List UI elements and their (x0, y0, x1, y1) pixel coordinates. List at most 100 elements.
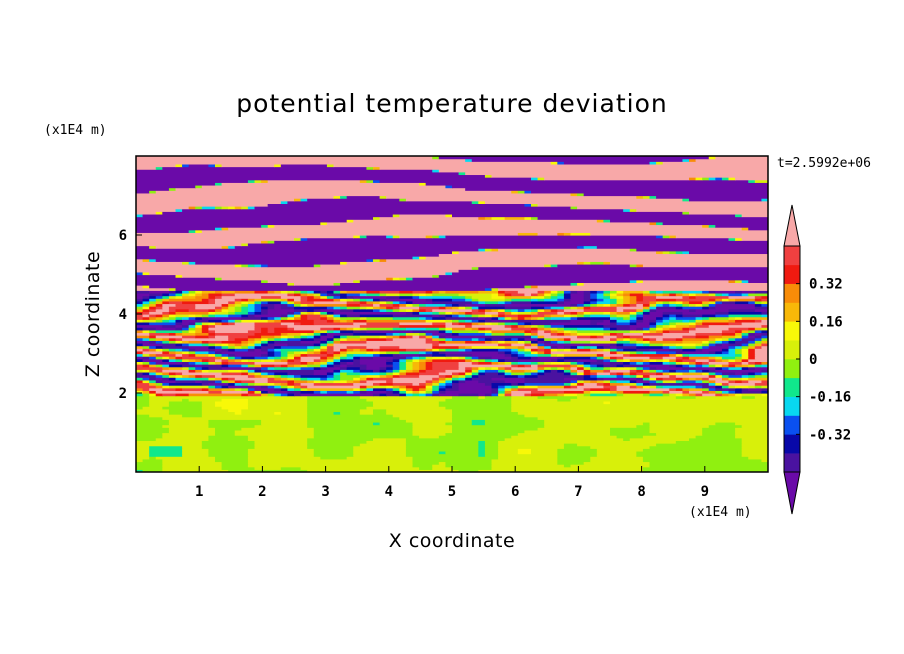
contour-cell (616, 292, 624, 297)
contour-cell (142, 298, 150, 302)
contour-cell (471, 319, 479, 323)
contour-cell (484, 300, 499, 305)
contour-cell (399, 335, 407, 339)
contour-cell (175, 324, 183, 328)
contour-cell (254, 369, 262, 373)
contour-cell (649, 429, 703, 434)
contour-cell (735, 345, 743, 349)
contour-cell (412, 456, 499, 460)
contour-cell (340, 356, 348, 360)
contour-cell (590, 371, 598, 376)
contour-cell (675, 321, 690, 326)
contour-cell (590, 292, 598, 297)
contour-cell (149, 190, 157, 194)
contour-cell (682, 198, 690, 202)
contour-cell (735, 429, 768, 434)
contour-cell (379, 306, 387, 310)
contour-cell (524, 324, 532, 328)
x-tick-label: 2 (258, 484, 266, 500)
contour-cell (346, 261, 578, 265)
contour-cell (636, 327, 644, 331)
contour-cell (188, 261, 196, 265)
contour-cell (340, 335, 348, 339)
contour-cell (241, 314, 249, 318)
contour-cell (340, 350, 348, 355)
contour-cell (307, 411, 335, 415)
contour-cell (583, 366, 591, 370)
contour-cell (484, 382, 493, 386)
contour-cell (669, 321, 677, 326)
contour-cell (353, 235, 361, 239)
contour-cell (168, 403, 203, 407)
contour-cell (695, 324, 710, 328)
contour-cell (458, 306, 466, 310)
contour-cell (353, 308, 374, 312)
contour-cell (498, 453, 558, 457)
contour-cell (432, 379, 440, 384)
contour-cell (136, 290, 150, 294)
contour-cell (136, 464, 163, 468)
contour-cell (570, 364, 578, 368)
contour-cell (353, 327, 361, 331)
contour-cell (274, 374, 282, 378)
contour-cell (504, 216, 526, 220)
contour-cell (142, 319, 157, 323)
contour-cell (195, 335, 210, 339)
contour-cell (721, 390, 730, 394)
contour-cell (662, 361, 670, 365)
contour-cell (649, 308, 657, 312)
contour-cell (142, 358, 163, 362)
contour-cell (702, 371, 710, 376)
contour-cell (399, 198, 407, 202)
contour-cell (168, 187, 177, 191)
contour-cell (208, 387, 223, 391)
contour-cell (741, 443, 768, 447)
contour-cell (478, 448, 486, 452)
contour-cell (294, 308, 308, 312)
contour-cell (333, 358, 341, 362)
contour-cell (721, 332, 736, 336)
contour-cell (669, 300, 677, 305)
contour-cell (563, 361, 572, 365)
contour-cell (379, 308, 387, 312)
contour-cell (623, 390, 651, 394)
contour-cell (261, 240, 269, 244)
contour-cell (452, 311, 460, 315)
contour-cell (359, 385, 368, 389)
contour-cell (682, 292, 690, 297)
contour-cell (136, 374, 144, 378)
contour-cell (412, 358, 420, 362)
contour-cell (142, 316, 150, 320)
contour-cell (366, 374, 381, 378)
contour-cell (294, 356, 302, 360)
contour-cell (340, 369, 354, 373)
contour-cell (136, 211, 157, 215)
contour-cell (563, 393, 578, 397)
contour-cell (445, 387, 460, 391)
contour-cell (241, 379, 256, 384)
contour-cell (603, 327, 611, 331)
contour-cell (662, 342, 677, 347)
contour-cell (715, 290, 736, 294)
contour-cell (320, 342, 328, 347)
contour-cell (359, 356, 374, 360)
contour-cell (570, 282, 578, 286)
contour-cell (537, 369, 545, 373)
contour-cell (215, 361, 223, 365)
contour-cell (149, 371, 157, 376)
contour-cell (136, 224, 262, 228)
contour-cell (267, 329, 275, 334)
contour-cell (215, 377, 223, 381)
contour-cell (326, 319, 335, 323)
contour-cell (741, 371, 749, 376)
contour-cell (386, 235, 394, 239)
contour-cell (754, 295, 763, 299)
contour-cell (261, 327, 269, 331)
contour-cell (326, 332, 341, 336)
contour-cell (432, 337, 440, 341)
contour-cell (136, 169, 433, 173)
contour-cell (465, 371, 473, 376)
contour-cell (741, 377, 749, 381)
contour-cell (511, 350, 519, 355)
contour-cell (735, 364, 743, 368)
